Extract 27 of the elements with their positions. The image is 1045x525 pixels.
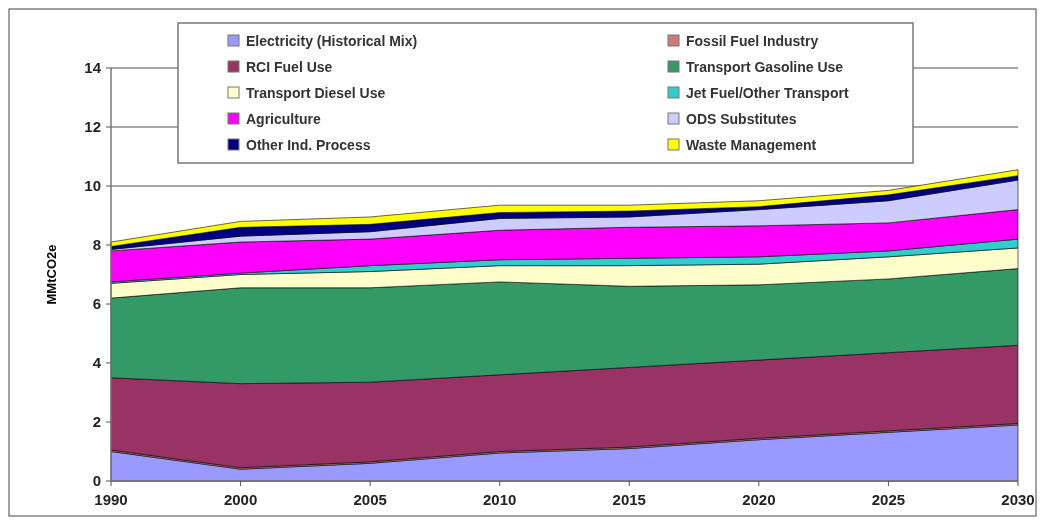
x-tick-label: 2005 [353, 491, 387, 508]
legend-label: Transport Diesel Use [246, 84, 386, 101]
x-tick-label: 2030 [1001, 491, 1035, 508]
legend-label: Other Ind. Process [246, 136, 371, 153]
legend-label: Jet Fuel/Other Transport [686, 84, 849, 101]
x-tick-label: 1990 [94, 491, 128, 508]
x-tick-label: 2020 [742, 491, 776, 508]
y-tick-label: 0 [92, 472, 101, 490]
y-axis-title: MMtCO2e [44, 244, 59, 305]
x-tick-label: 2025 [871, 491, 906, 508]
y-tick-label: 14 [84, 59, 102, 77]
legend-label: Electricity (Historical Mix) [246, 32, 418, 49]
legend-label: RCI Fuel Use [246, 58, 333, 75]
y-tick-label: 12 [84, 118, 101, 136]
y-tick-label: 6 [92, 295, 101, 313]
y-tick-label: 4 [92, 354, 102, 372]
y-tick-label: 8 [92, 236, 101, 254]
x-tick-label: 2010 [483, 491, 517, 508]
y-tick-label: 10 [84, 177, 101, 195]
legend-label: Agriculture [246, 110, 321, 127]
legend-label: Transport Gasoline Use [686, 58, 844, 75]
x-tick-label: 2000 [223, 491, 258, 508]
y-tick-label: 2 [92, 413, 101, 431]
legend-label: Waste Management [686, 136, 817, 153]
legend-label: Fossil Fuel Industry [686, 32, 819, 49]
legend-label: ODS Substitutes [686, 110, 797, 127]
x-tick-label: 2015 [612, 491, 646, 508]
